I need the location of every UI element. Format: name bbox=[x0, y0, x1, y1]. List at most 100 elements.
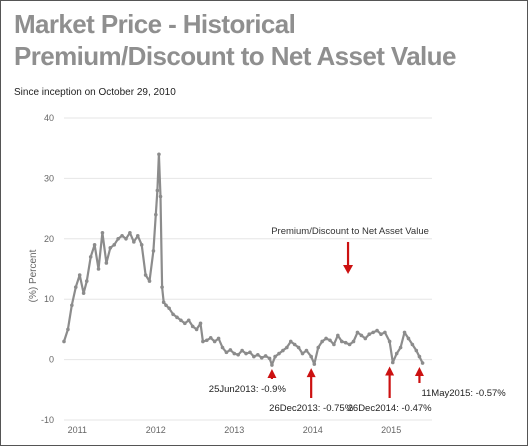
data-point bbox=[316, 345, 321, 350]
data-point bbox=[363, 336, 368, 341]
annotation-arrow-head bbox=[343, 264, 354, 274]
data-point bbox=[336, 333, 340, 338]
data-point bbox=[112, 243, 117, 247]
premium-discount-chart: -10 0 10 20 30 40 2011 2012 2013 2014 2015 (%) Pe… bbox=[28, 113, 507, 435]
data-point bbox=[281, 348, 285, 353]
data-point bbox=[120, 233, 124, 238]
data-point bbox=[160, 285, 164, 289]
gridlines bbox=[64, 117, 432, 421]
data-point bbox=[175, 315, 179, 320]
data-point bbox=[406, 336, 411, 341]
data-point bbox=[77, 273, 82, 277]
y-tick-label: 20 bbox=[44, 234, 54, 244]
data-point bbox=[390, 360, 395, 365]
data-point bbox=[104, 261, 109, 265]
data-point bbox=[355, 330, 360, 335]
data-point bbox=[116, 237, 120, 241]
data-point bbox=[205, 338, 209, 343]
data-point bbox=[320, 339, 324, 344]
data-point bbox=[420, 361, 425, 365]
annotation-series-label: Premium/Discount to Net Asset Value bbox=[271, 226, 429, 237]
data-point bbox=[73, 285, 78, 289]
data-point bbox=[367, 332, 372, 337]
data-point bbox=[414, 348, 419, 353]
low-point-label: 26Dec2013: -0.75% bbox=[269, 403, 354, 414]
data-point bbox=[263, 354, 268, 358]
data-point bbox=[375, 328, 379, 333]
data-point bbox=[143, 273, 148, 277]
data-point bbox=[88, 255, 93, 259]
y-axis-label: (%) Percent bbox=[28, 249, 39, 302]
low-point-arrow-head bbox=[385, 366, 395, 376]
data-point bbox=[100, 230, 105, 235]
data-point bbox=[371, 330, 375, 335]
data-point bbox=[228, 348, 233, 352]
data-point bbox=[201, 339, 205, 344]
low-point-label: 25Jun2013: -0.9% bbox=[209, 384, 287, 395]
data-point bbox=[220, 345, 225, 350]
data-point bbox=[312, 362, 317, 366]
data-point bbox=[300, 351, 305, 356]
data-point bbox=[157, 152, 161, 157]
data-point bbox=[347, 342, 352, 347]
data-point bbox=[124, 237, 128, 241]
data-point bbox=[167, 306, 171, 311]
data-point bbox=[108, 246, 113, 250]
data-point bbox=[252, 354, 256, 359]
data-point bbox=[66, 327, 70, 332]
y-tick-label: -10 bbox=[41, 415, 54, 425]
x-tick-label: 2014 bbox=[303, 425, 323, 435]
data-point bbox=[135, 233, 140, 238]
data-point bbox=[236, 352, 240, 357]
data-point bbox=[383, 330, 387, 335]
data-point bbox=[81, 291, 86, 295]
data-point bbox=[288, 339, 293, 344]
low-point-arrow-head bbox=[306, 368, 316, 378]
x-tick-label: 2013 bbox=[224, 425, 244, 435]
data-point bbox=[292, 342, 297, 347]
data-point bbox=[92, 243, 97, 247]
data-point bbox=[212, 339, 217, 344]
page-title: Market Price - Historical Premium/Discou… bbox=[14, 9, 456, 71]
y-tick-label: 30 bbox=[44, 173, 54, 183]
data-point bbox=[179, 318, 183, 323]
data-point bbox=[62, 339, 66, 344]
data-point bbox=[267, 356, 272, 361]
x-axis-ticks: 2011 2012 2013 2014 2015 bbox=[68, 425, 402, 435]
data-point bbox=[164, 303, 168, 308]
data-point bbox=[285, 345, 289, 350]
y-tick-label: 0 bbox=[49, 355, 54, 365]
data-point bbox=[273, 354, 277, 359]
data-point bbox=[70, 303, 74, 308]
x-tick-label: 2012 bbox=[146, 425, 166, 435]
data-point bbox=[198, 321, 203, 326]
data-point bbox=[379, 332, 383, 337]
data-point bbox=[410, 342, 415, 347]
data-point bbox=[359, 333, 364, 338]
data-point bbox=[183, 321, 187, 326]
data-point bbox=[151, 249, 156, 253]
data-point bbox=[304, 348, 309, 353]
data-point bbox=[240, 348, 244, 353]
data-point bbox=[332, 342, 336, 347]
data-point bbox=[296, 345, 301, 350]
data-point bbox=[248, 350, 252, 355]
y-tick-label: 10 bbox=[44, 294, 54, 304]
data-point bbox=[417, 354, 422, 359]
data-point bbox=[387, 339, 392, 344]
data-point bbox=[324, 336, 328, 341]
data-point bbox=[224, 350, 229, 355]
annotations: Premium/Discount to Net Asset Value 25Jun… bbox=[209, 226, 507, 414]
data-point bbox=[132, 240, 136, 244]
data-point bbox=[155, 188, 160, 193]
data-point bbox=[398, 345, 403, 350]
low-point-label: 26Dec2014: -0.47% bbox=[348, 403, 433, 414]
data-point bbox=[394, 351, 399, 356]
data-point bbox=[216, 336, 221, 341]
data-point bbox=[154, 212, 158, 217]
data-point bbox=[190, 324, 195, 329]
data-point bbox=[343, 340, 348, 345]
data-point bbox=[256, 352, 260, 357]
data-point bbox=[96, 267, 101, 271]
data-point bbox=[139, 243, 144, 247]
